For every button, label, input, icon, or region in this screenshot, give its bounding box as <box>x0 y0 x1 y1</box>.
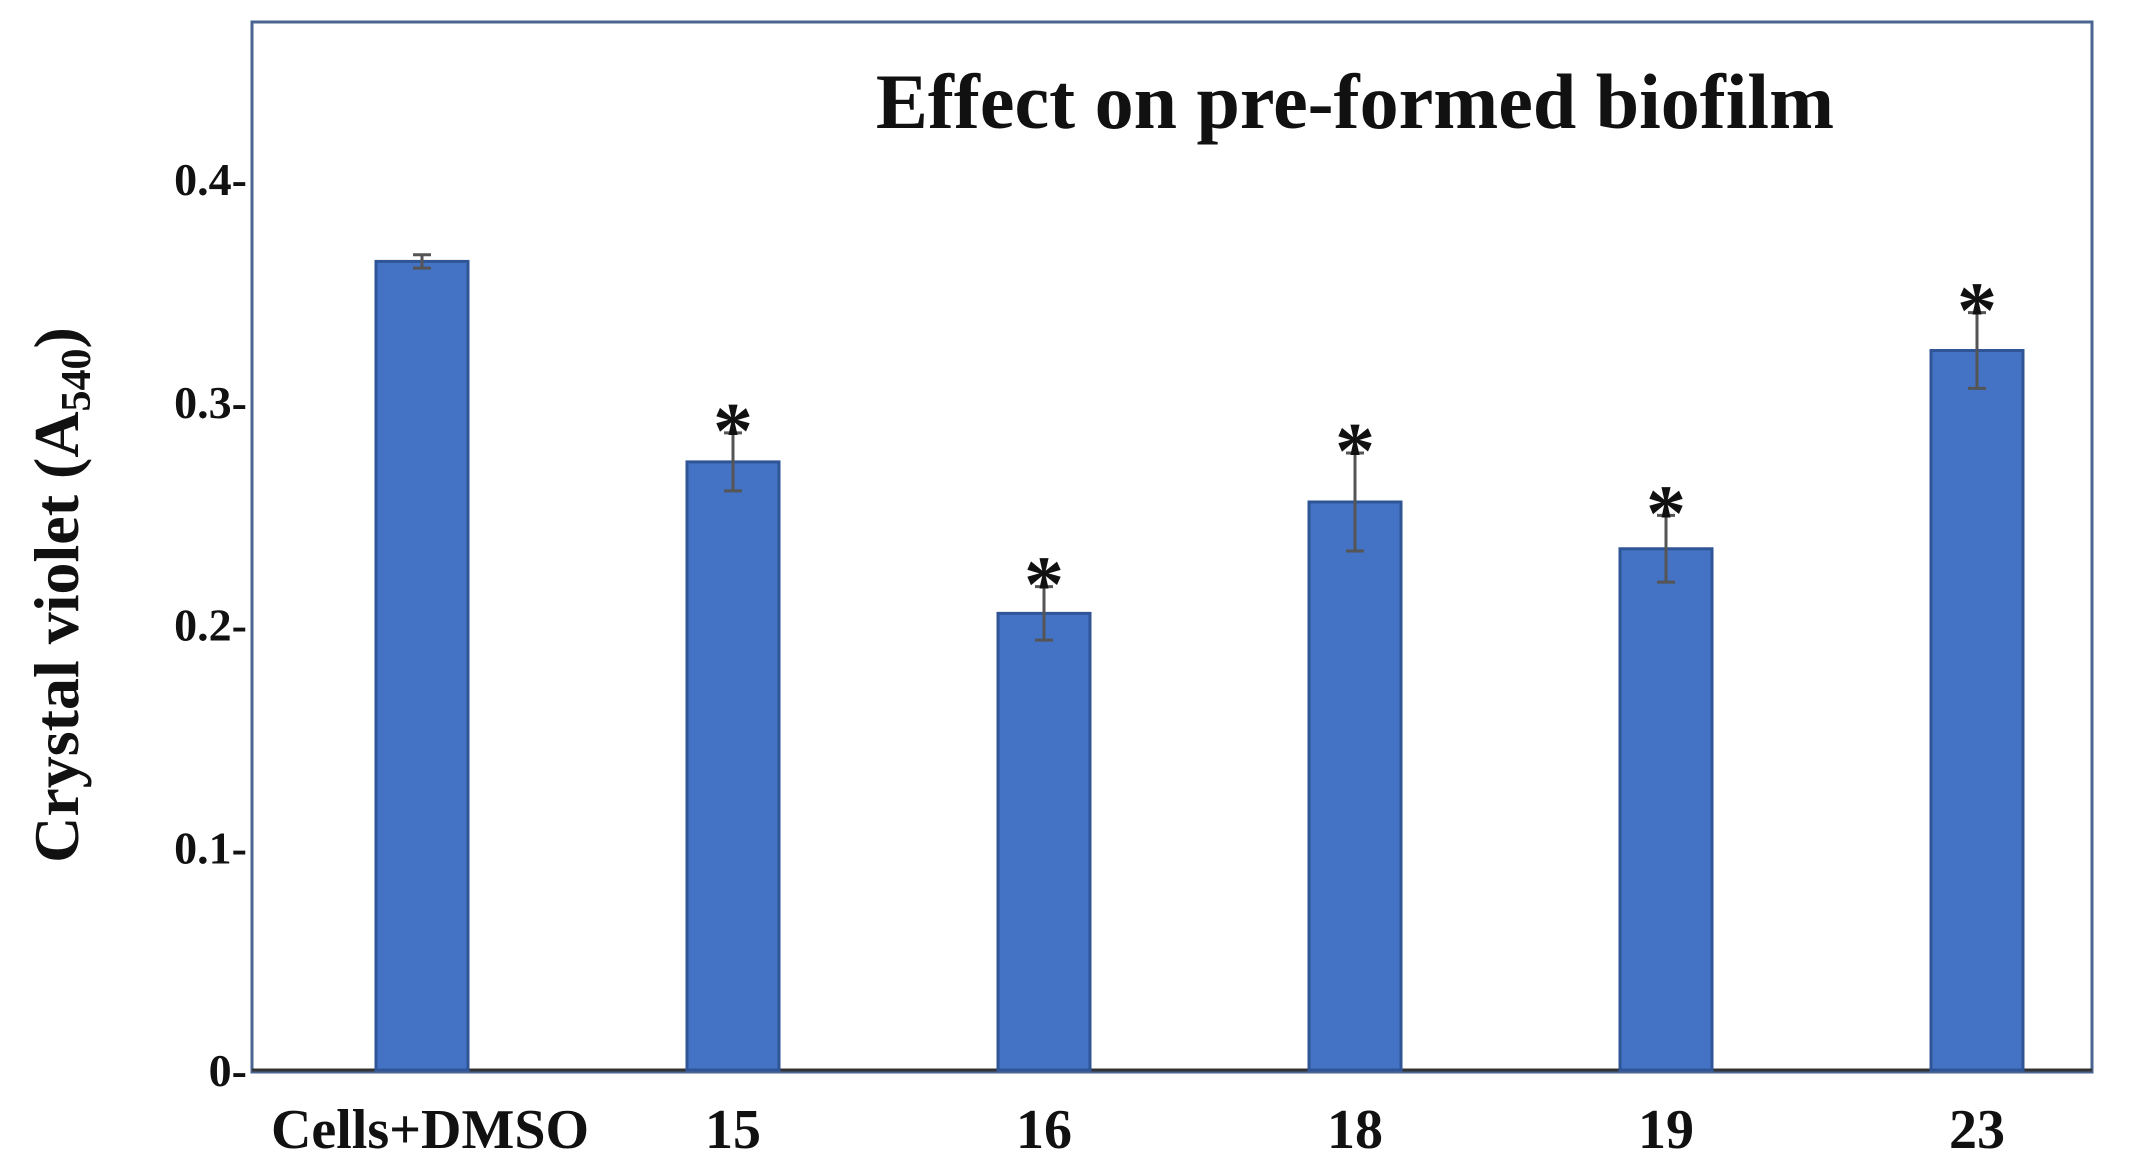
x-tick-label: 15 <box>705 1099 761 1161</box>
significance-star: * <box>1957 268 1997 356</box>
y-tick-label: 0.3- <box>174 377 247 428</box>
bar <box>374 259 470 1072</box>
x-tick-label: 16 <box>1016 1099 1072 1161</box>
y-tick-label: 0.2- <box>174 600 247 651</box>
y-tick-label: 0.1- <box>174 822 247 873</box>
error-bars <box>413 253 1986 642</box>
plot-frame <box>250 20 2094 1074</box>
x-tick-label: 23 <box>1949 1099 2005 1161</box>
significance-star: * <box>1335 408 1375 496</box>
bar <box>1929 349 2025 1072</box>
y-axis-label: Crystal violet (A540) <box>21 327 100 863</box>
significance-star: * <box>713 388 753 476</box>
y-tick-label: 0.4- <box>174 154 247 205</box>
x-tick-label: 18 <box>1327 1099 1383 1161</box>
bar <box>996 611 1092 1072</box>
significance-star: * <box>1024 542 1064 630</box>
significance-markers: * * * * * <box>713 268 1997 630</box>
bar <box>1307 500 1403 1072</box>
significance-star: * <box>1646 470 1686 558</box>
bar <box>685 460 781 1072</box>
bar <box>1618 547 1714 1072</box>
y-tick-labels: 0- 0.1- 0.2- 0.3- 0.4- <box>174 154 247 1096</box>
x-tick-labels: Cells+DMSO 15 16 18 19 23 <box>271 1099 2005 1161</box>
chart-title: Effect on pre-formed biofilm <box>876 58 1834 145</box>
x-tick-label: 19 <box>1638 1099 1694 1161</box>
bars <box>374 259 2025 1072</box>
x-tick-label: Cells+DMSO <box>271 1099 589 1161</box>
y-tick-label: 0- <box>209 1045 247 1096</box>
